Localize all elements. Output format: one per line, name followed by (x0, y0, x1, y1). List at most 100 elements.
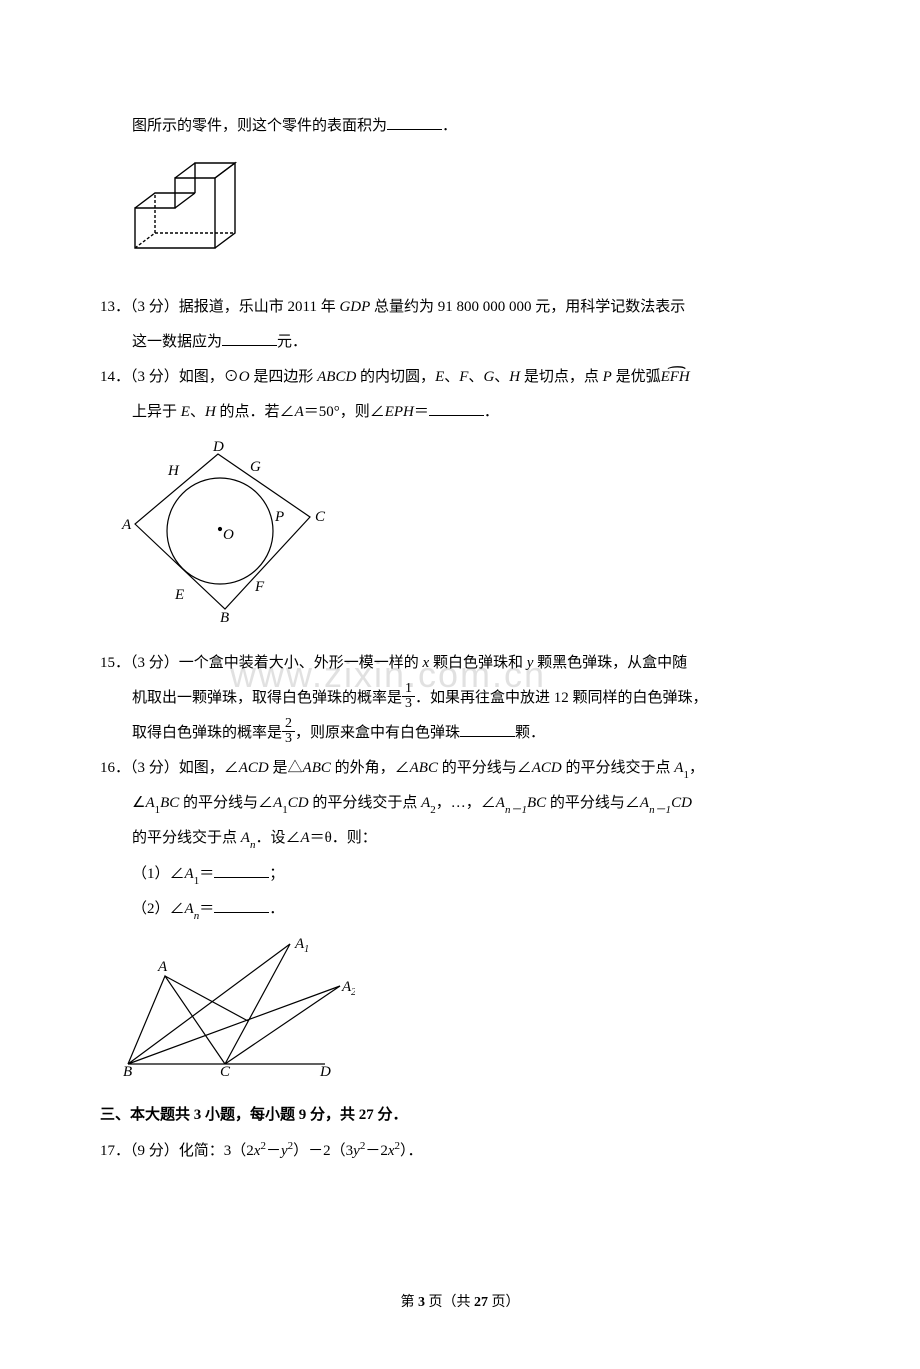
q14-sep3: 、 (494, 369, 509, 385)
q16-sub2-An: A (185, 901, 194, 917)
q16-line2c: 的平分线交于点 (309, 795, 422, 811)
q16-line2a: ∠ (132, 795, 145, 811)
q16-BC: BC (160, 795, 179, 811)
q16-An1-2: A (640, 795, 649, 811)
q16-sub1-2: 1 (155, 804, 161, 816)
footer-suffix: 页） (488, 1295, 520, 1310)
fig14-O: O (223, 527, 234, 543)
q13-blank (222, 331, 277, 346)
q16-sub2-n: n (194, 910, 200, 922)
q15-frac2-den: 3 (282, 732, 295, 746)
q14-line2a: 上异于 (132, 404, 181, 420)
q14-A: A (295, 404, 304, 420)
q14-E2: E (181, 404, 190, 420)
footer-total: 27 (474, 1295, 488, 1310)
q16-ACD2: ACD (532, 760, 562, 776)
q14-ABCD: ABCD (317, 369, 356, 385)
q14-arc: EFH (661, 361, 690, 394)
fig16-A1: A1 (294, 936, 309, 955)
q14-blank (429, 401, 484, 416)
q14-P: P (603, 369, 612, 385)
q13-line1: 13．（3 分）据报道，乐山市 2011 年 GDP 总量约为 91 800 0… (100, 291, 820, 324)
figure-12-svg (120, 153, 250, 268)
fig14-E: E (174, 587, 184, 603)
figure-12 (120, 153, 820, 281)
q13-mid: 总量约为 91 800 000 000 元，用科学记数法表示 (370, 299, 685, 315)
q16-sub2: 2 (430, 804, 436, 816)
q16-mid3: 的平分线与∠ (438, 760, 532, 776)
fig16-B: B (123, 1064, 132, 1076)
q16-comma: ， (689, 760, 704, 776)
q14-line2b: 的点．若∠ (216, 404, 295, 420)
q15-line3c: 颗． (515, 725, 545, 741)
q16-prefix: 16．（3 分）如图，∠ (100, 760, 239, 776)
q13-line2-text: 这一数据应为 (132, 334, 222, 350)
q17-end: ）． (400, 1143, 423, 1159)
q16-sub1-line: （1）∠A1＝； (100, 858, 820, 891)
figure-14-svg: A B C D E F G H O P (120, 439, 330, 624)
q14-sep2: 、 (468, 369, 483, 385)
q15-line2: 机取出一颗弹珠，取得白色弹珠的概率是13．如果再往盒中放进 12 颗同样的白色弹… (100, 682, 820, 715)
q16-line3a: 的平分线交于点 (132, 830, 241, 846)
q14-prefix: 14．（3 分）如图，⊙ (100, 369, 239, 385)
q14-mid2: 的内切圆， (356, 369, 435, 385)
q17-line: 17．（9 分）化简：3（2x2－y2）－2（3y2－2x2）． (100, 1134, 820, 1168)
q14-G: G (483, 369, 494, 385)
fig16-A2: A2 (341, 979, 355, 998)
q15-line1: 15．（3 分）一个盒中装着大小、外形一模一样的 x 颗白色弹珠和 y 颗黑色弹… (100, 647, 820, 680)
q15-line2a: 机取出一颗弹珠，取得白色弹珠的概率是 (132, 690, 402, 706)
q16-sub1-blank (214, 863, 269, 878)
footer-mid: 页（共 (425, 1295, 474, 1310)
q17-minus1: － (266, 1143, 281, 1159)
q14-line1: 14．（3 分）如图，⊙O 是四边形 ABCD 的内切圆，E、F、G、H 是切点… (100, 361, 820, 394)
q16-ABC2: ABC (410, 760, 438, 776)
q16-sub2-prefix: （2）∠ (132, 901, 185, 917)
q15-prefix: 15．（3 分）一个盒中装着大小、外形一模一样的 (100, 655, 423, 671)
footer-page: 3 (418, 1295, 425, 1310)
q14-H2: H (205, 404, 216, 420)
q16-line2e: 的平分线与∠ (546, 795, 640, 811)
q14-line2: 上异于 E、H 的点．若∠A＝50°，则∠EPH＝． (100, 396, 820, 429)
q14-eq: ＝ (414, 404, 429, 420)
q13-gdp: GDP (339, 299, 370, 315)
q15-frac2-num: 2 (282, 717, 295, 732)
q15-blank (460, 722, 515, 737)
q12-text: 图所示的零件，则这个零件的表面积为 (132, 118, 387, 134)
q15-line3: 取得白色弹珠的概率是23，则原来盒中有白色弹珠颗． (100, 717, 820, 750)
footer-prefix: 第 (401, 1295, 419, 1310)
fig14-H: H (167, 463, 180, 479)
q16-sub2-period: ． (269, 901, 284, 917)
q16-BC2: BC (527, 795, 546, 811)
q15-frac2: 23 (282, 717, 295, 746)
q13-prefix: 13．（3 分）据报道，乐山市 2011 年 (100, 299, 339, 315)
q16-sub2-line: （2）∠An＝． (100, 893, 820, 926)
q16-subn: n (250, 839, 256, 851)
q16-A2: A (421, 795, 430, 811)
q12-blank (387, 115, 442, 130)
page-footer: 第 3 页（共 27 页） (100, 1288, 820, 1319)
q15-mid1: 颗白色弹珠和 (429, 655, 527, 671)
q16-mid1: 是△ (269, 760, 303, 776)
q16-A1-2: A (145, 795, 154, 811)
q14-line2c: ＝50°，则∠ (304, 404, 385, 420)
figure-16: A B C D A1 A2 (120, 936, 820, 1089)
q16-CD2: CD (671, 795, 692, 811)
q16-ACD: ACD (239, 760, 269, 776)
q16-line2d: ，…，∠ (436, 795, 496, 811)
q14-E: E (435, 369, 444, 385)
q13-suffix: 元． (277, 334, 307, 350)
q17-y2: y (353, 1143, 360, 1159)
fig14-F: F (254, 579, 265, 595)
q17-minus2: － (365, 1143, 380, 1159)
q15-line3b: ，则原来盒中有白色弹珠 (295, 725, 460, 741)
q14-sep4: 、 (190, 404, 205, 420)
q13-line2: 这一数据应为 元． (100, 326, 820, 359)
q16-An1: A (496, 795, 505, 811)
q14-O: O (239, 369, 250, 385)
q17-mid: ）－2（3 (293, 1143, 353, 1159)
fig16-D: D (319, 1064, 331, 1076)
q16-sub1-3: 1 (282, 804, 288, 816)
q15-line2b: ．如果再往盒中放进 12 颗同样的白色弹珠， (415, 690, 708, 706)
q16-sub1-A1: A (185, 866, 194, 882)
q16-An: A (241, 830, 250, 846)
